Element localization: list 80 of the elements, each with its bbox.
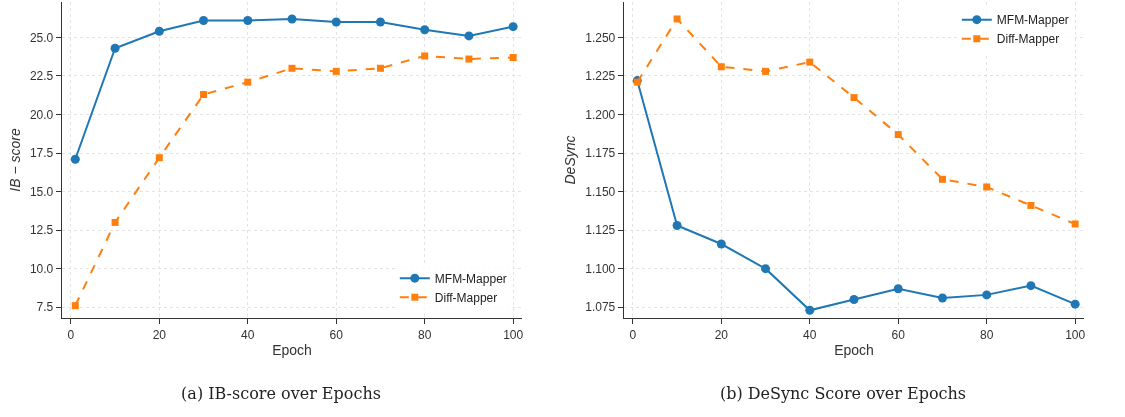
y-tick-label: 22.5 <box>29 69 54 84</box>
point <box>70 154 80 164</box>
point <box>375 17 385 27</box>
point <box>673 15 681 23</box>
legend-label: MFM-Mapper <box>434 271 507 286</box>
point <box>331 17 341 27</box>
x-tick-label: 20 <box>152 327 167 342</box>
legend-label: Diff-Mapper <box>996 32 1060 47</box>
point <box>464 31 474 41</box>
x-tick-label: 80 <box>980 327 994 342</box>
x-axis-title: Epoch <box>834 341 874 358</box>
point <box>1026 281 1036 291</box>
y-tick-label: 17.5 <box>29 146 54 161</box>
point <box>1027 201 1035 209</box>
y-tick-label: 1.075 <box>585 300 616 315</box>
y-tick-label: 12.5 <box>29 223 54 238</box>
legend-label: MFM-Mapper <box>996 13 1069 28</box>
x-axis-title: Epoch <box>272 341 312 358</box>
point <box>849 295 859 304</box>
y-tick-label: 1.100 <box>585 261 616 276</box>
point <box>332 67 340 75</box>
y-tick-label: 25.0 <box>29 30 54 45</box>
point <box>287 14 297 24</box>
y-tick-label: 1.150 <box>585 184 616 199</box>
point <box>200 90 208 98</box>
y-tick-label: 1.125 <box>585 223 616 238</box>
text: (a) IB-score over Epochs <box>180 384 382 403</box>
y-axis-title: DeSync <box>562 135 579 185</box>
x-tick-label: 80 <box>418 327 432 342</box>
point <box>672 221 682 231</box>
point <box>110 43 120 53</box>
x-tick-label: 0 <box>629 327 637 342</box>
x-tick-label: 100 <box>1065 327 1086 342</box>
point <box>893 284 903 294</box>
point <box>508 22 518 32</box>
point <box>716 239 726 249</box>
y-axis-title: IB − score <box>6 128 23 192</box>
point <box>806 58 814 66</box>
x-tick-label: 20 <box>714 327 729 342</box>
y-tick-label: 1.250 <box>585 30 616 45</box>
point <box>1071 220 1079 228</box>
y-tick-label: 1.200 <box>585 107 616 122</box>
x-tick-label: 40 <box>803 327 817 342</box>
legend-label: Diff-Mapper <box>434 290 498 305</box>
text: (b) DeSync Score over Epochs <box>718 384 968 403</box>
point <box>376 64 384 72</box>
point <box>288 64 296 72</box>
point <box>761 264 771 274</box>
point <box>154 26 164 36</box>
y-tick-label: 20.0 <box>29 107 54 122</box>
point <box>465 55 473 63</box>
point <box>111 218 119 226</box>
point <box>1070 299 1080 309</box>
y-tick-label: 15.0 <box>29 184 54 199</box>
point <box>244 78 252 86</box>
point <box>805 305 815 315</box>
point <box>850 94 858 102</box>
point <box>155 154 163 162</box>
point <box>243 16 253 25</box>
point <box>983 183 991 191</box>
point <box>937 293 947 303</box>
x-tick-label: 60 <box>891 327 906 342</box>
point <box>938 175 946 183</box>
x-tick-label: 40 <box>241 327 255 342</box>
y-tick-label: 1.175 <box>585 146 616 161</box>
point <box>71 302 79 310</box>
y-tick-label: 10.0 <box>29 261 54 276</box>
point <box>762 67 770 75</box>
point <box>717 63 725 71</box>
x-tick-label: 0 <box>67 327 75 342</box>
point <box>199 16 209 25</box>
point <box>420 25 430 35</box>
point <box>894 131 902 139</box>
y-tick-label: 1.225 <box>585 69 616 84</box>
x-tick-label: 100 <box>503 327 524 342</box>
point <box>982 290 992 300</box>
x-tick-label: 60 <box>329 327 344 342</box>
point <box>509 53 517 61</box>
y-tick-label: 7.5 <box>36 300 54 315</box>
point <box>421 52 429 60</box>
